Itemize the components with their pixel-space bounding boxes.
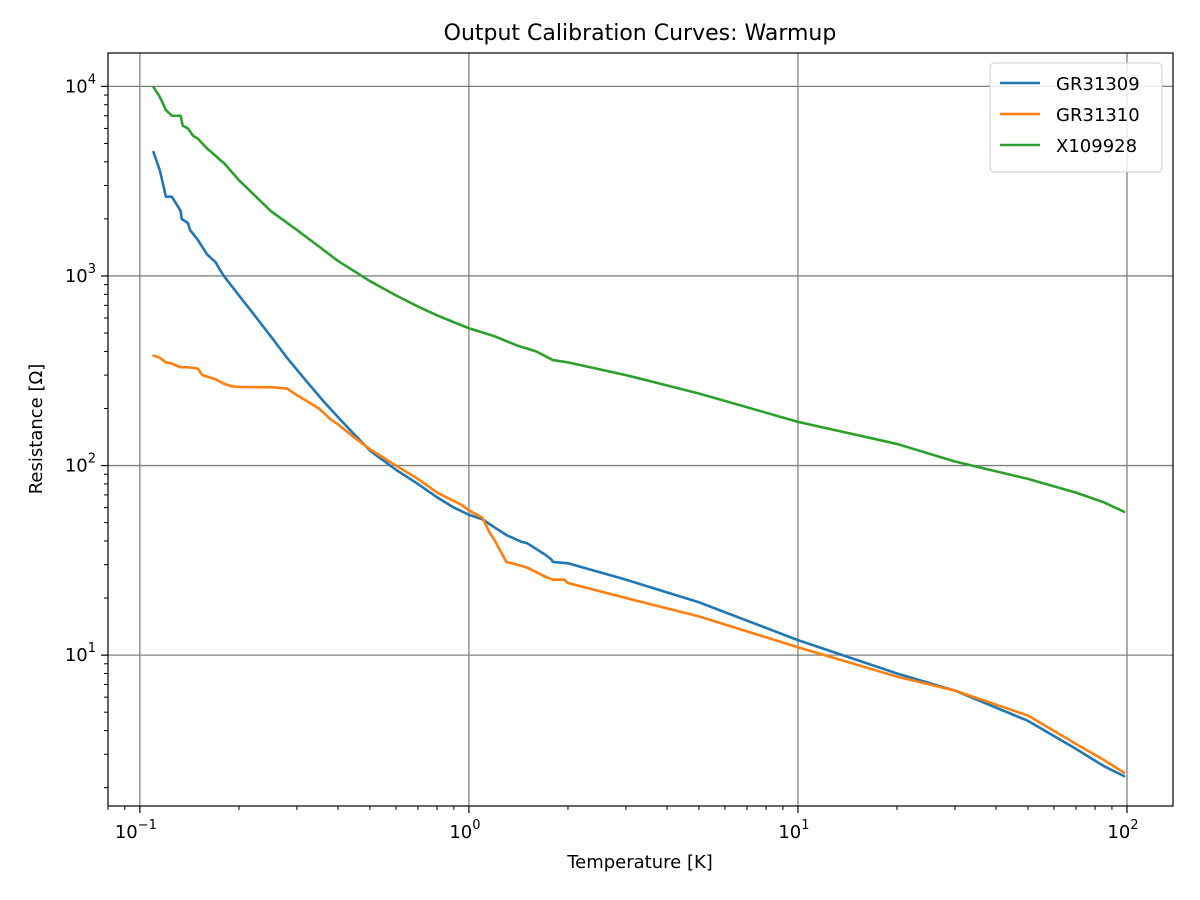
x-tick-label: 10−1 [115,818,157,843]
legend-label: GR31310 [1056,105,1140,126]
y-tick-label: 104 [65,72,96,97]
grid-layer [108,53,1173,806]
chart-title: Output Calibration Curves: Warmup [444,21,837,46]
y-axis-label: Resistance [Ω] [26,364,47,495]
tick-layer: 10−1 100 101 102 101 102 103 104 [65,72,1139,843]
legend-label: GR31309 [1056,74,1140,95]
y-tick-label: 102 [65,452,96,477]
legend-label: X109928 [1056,136,1137,157]
series-line-gr31310 [152,354,1126,774]
series-line-x109928 [152,85,1126,514]
x-axis-label: Temperature [K] [566,852,713,873]
y-tick-label: 101 [65,641,96,666]
legend: GR31309 GR31310 X109928 [989,62,1163,173]
x-tick-label: 100 [449,818,480,843]
series-line-gr31309 [152,150,1126,778]
x-tick-label: 102 [1107,818,1138,843]
x-tick-label: 101 [778,818,809,843]
series-layer [152,85,1126,778]
y-tick-label: 103 [65,262,96,287]
plot-frame [107,52,1174,807]
